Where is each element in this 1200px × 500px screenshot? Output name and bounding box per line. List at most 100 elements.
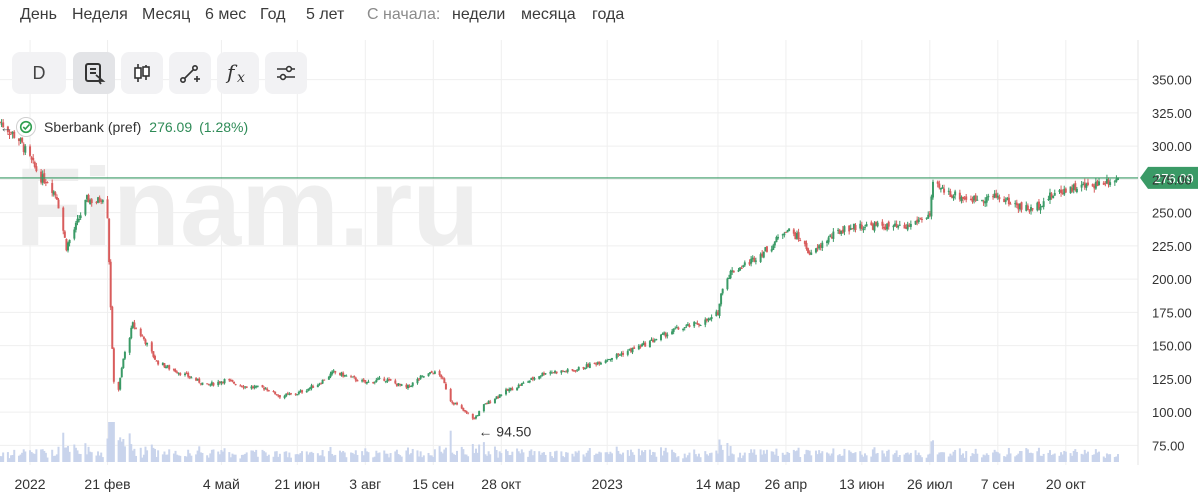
period-year[interactable]: Год [260,6,286,23]
volume-bar [399,455,402,462]
volume-bar [263,451,266,462]
candle-body [441,377,444,379]
candle-body [561,370,564,372]
volume-bar [1107,454,1110,462]
volume-bar [693,449,696,462]
volume-bar [969,456,972,462]
period-month[interactable]: Месяц [142,6,191,23]
since-year[interactable]: года [592,6,625,23]
candle-body [307,388,310,391]
volume-bar [353,454,356,462]
candle-body [0,121,1,123]
interval-button[interactable]: D [12,52,66,94]
since-week[interactable]: недели [452,6,506,23]
volume-bar [629,449,632,462]
candle-body [751,257,754,260]
volume-bar [229,457,232,462]
period-day[interactable]: День [20,6,57,23]
volume-bars [0,422,1119,462]
volume-bar [950,455,953,462]
volume-bar [925,457,928,462]
candle-body [639,346,642,348]
candle-body [863,227,866,229]
candle-body [677,327,680,330]
draw-line-button[interactable] [169,52,211,94]
volume-bar [805,449,808,462]
candle-body [865,224,868,227]
candle-body [565,371,568,373]
candle-body [897,225,900,228]
candle-body [739,267,742,271]
candle-body [187,372,190,377]
volume-bar [851,453,854,462]
notes-button[interactable] [73,52,115,94]
volume-bar [620,454,623,462]
candle-body [927,214,930,219]
candle-body [440,374,443,378]
candle-body [476,415,479,417]
volume-bar [209,453,212,462]
volume-bar [495,450,498,462]
instrument-name[interactable]: Sberbank (pref) [44,119,142,135]
volume-bar [288,452,291,462]
y-tick-label: 300.00 [1152,139,1192,154]
volume-bar [742,455,745,462]
candle-body [95,201,98,203]
candle-body [992,196,995,198]
candle-body [1042,201,1045,207]
volume-bar [1058,455,1061,462]
candles-icon [130,61,154,85]
candle-body [245,386,248,388]
candle-body [33,162,36,167]
volume-bar [2,452,5,462]
period-6m[interactable]: 6 мес [205,6,247,23]
volume-bar [364,448,367,462]
x-tick-label: 14 мар [696,476,741,492]
volume-bar [274,451,277,462]
volume-bar [188,453,191,462]
candle-body [97,197,100,203]
candle-body [444,383,447,390]
candles-button[interactable] [121,52,163,94]
volume-bar [473,453,476,462]
candle-body [550,372,553,374]
volume-bar [626,450,629,462]
candle-body [52,191,55,195]
volume-bar [1049,450,1052,462]
candle-body [1113,181,1116,183]
volume-bar [41,449,44,462]
candle-body [827,237,830,243]
volume-bar [19,454,22,462]
period-week[interactable]: Неделя [72,6,128,23]
candle-body [493,398,496,404]
volume-bar [130,444,133,462]
x-tick-label: 21 июн [275,476,321,492]
volume-bar [250,450,253,462]
candle-body [810,252,813,255]
candle-body [675,326,678,328]
notes-icon [82,61,106,85]
instrument-legend: ← Sberbank (pref) 276.09 (1.28%) [0,117,248,137]
volume-bar [936,454,939,462]
candle-body [109,261,112,308]
volume-bar [1026,449,1029,462]
candle-body [588,363,591,368]
candle-body [297,391,300,394]
volume-bar [852,453,855,462]
volume-bar [511,451,514,462]
candle-body [652,339,655,342]
volume-bar [476,452,479,462]
candle-body [329,373,332,378]
candle-body [421,375,424,377]
settings-button[interactable] [265,52,307,94]
volume-bar [408,454,411,462]
candle-body [641,344,644,347]
since-month[interactable]: месяца [521,6,576,23]
candle-body [996,195,999,198]
volume-bar [530,449,533,462]
candle-body [710,317,713,320]
period-5y[interactable]: 5 лет [306,6,345,23]
candle-body [860,224,863,229]
